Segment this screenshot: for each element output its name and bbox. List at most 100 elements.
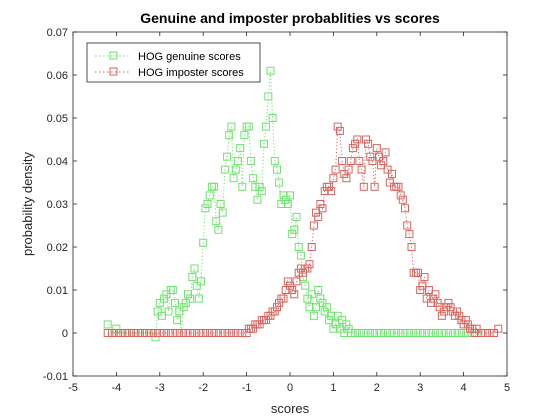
data-point: [348, 144, 357, 153]
data-point: [164, 329, 173, 337]
data-point: [396, 191, 405, 200]
data-point: [342, 320, 351, 329]
data-point: [220, 329, 229, 337]
data-point: [238, 329, 247, 337]
data-point: [444, 298, 453, 307]
data-point: [390, 329, 399, 337]
data-point: [138, 329, 147, 337]
data-point: [344, 324, 353, 333]
data-point: [229, 174, 238, 183]
data-point: [270, 307, 279, 316]
data-point: [266, 66, 275, 75]
data-point: [264, 92, 273, 101]
data-point: [450, 329, 459, 337]
data-point: [251, 182, 260, 191]
data-point: [255, 320, 264, 329]
data-point: [318, 204, 327, 213]
data-point: [375, 152, 383, 161]
data-point: [184, 290, 192, 299]
data-point: [477, 329, 485, 337]
data-point: [249, 174, 258, 183]
data-point: [257, 187, 266, 196]
data-point: [286, 191, 294, 200]
x-tick-label: 0: [287, 382, 293, 394]
data-point: [242, 329, 251, 337]
data-point: [108, 329, 117, 337]
legend-genuine-marker: [109, 51, 118, 60]
data-point: [116, 329, 125, 337]
data-point: [238, 182, 247, 191]
data-point: [303, 294, 312, 303]
data-point: [455, 329, 464, 337]
data-point: [440, 307, 449, 316]
data-point: [112, 324, 121, 333]
data-point: [411, 329, 420, 337]
data-point: [190, 329, 199, 337]
data-point: [433, 298, 442, 307]
data-point: [197, 277, 205, 286]
data-point: [398, 195, 407, 204]
data-point: [214, 225, 223, 234]
data-point: [301, 281, 310, 290]
data-point: [292, 212, 301, 221]
data-point: [212, 217, 221, 226]
data-point: [305, 260, 314, 269]
data-point: [446, 329, 455, 337]
data-point: [433, 329, 442, 337]
data-point: [490, 329, 498, 337]
data-point: [299, 268, 307, 277]
data-point: [210, 182, 219, 191]
data-point: [437, 329, 446, 337]
axes-layer: -5 -4 -3 -2 -1 0 1 2 3 4 5 -0.01 0 0.01 0.02 0.03 0.04 0.…: [43, 27, 510, 394]
data-point: [405, 230, 414, 239]
data-point: [424, 286, 433, 294]
data-point: [296, 251, 305, 260]
data-point: [398, 329, 407, 337]
data-point: [333, 122, 342, 131]
data-point: [155, 329, 164, 337]
data-point: [446, 303, 455, 312]
data-point: [416, 329, 425, 337]
data-point: [134, 329, 143, 337]
data-point: [158, 311, 166, 320]
data-point: [416, 286, 425, 294]
data-point: [335, 126, 344, 135]
data-point: [255, 182, 264, 191]
data-point: [205, 191, 214, 200]
data-point: [168, 329, 177, 337]
y-tick-label: 0.03: [47, 199, 68, 211]
x-tick-label: 5: [504, 382, 510, 394]
data-point: [316, 294, 325, 303]
data-point: [171, 298, 179, 307]
series-line-1: [107, 124, 499, 335]
data-point: [494, 324, 503, 333]
data-point: [168, 286, 177, 294]
data-point: [283, 200, 292, 208]
data-point: [418, 281, 427, 290]
data-point: [353, 135, 362, 144]
data-point: [331, 165, 340, 174]
data-point: [359, 182, 368, 191]
data-point: [233, 157, 242, 165]
data-point: [318, 298, 327, 307]
data-point: [147, 329, 156, 337]
data-point: [231, 165, 240, 174]
data-point: [322, 303, 331, 312]
data-point: [194, 294, 203, 303]
data-point: [307, 290, 316, 299]
data-point: [142, 329, 151, 337]
data-point: [329, 174, 338, 183]
legend-genuine-label: HOG genuine scores: [138, 51, 241, 63]
data-point: [188, 273, 197, 282]
data-point: [275, 298, 284, 307]
data-point: [225, 131, 234, 140]
data-point: [312, 303, 320, 312]
data-point: [160, 294, 169, 303]
data-point: [220, 165, 229, 174]
data-point: [260, 139, 268, 148]
data-point: [240, 131, 249, 140]
data-point: [151, 329, 160, 337]
data-point: [203, 329, 212, 337]
data-point: [246, 157, 255, 165]
data-point: [186, 294, 195, 303]
